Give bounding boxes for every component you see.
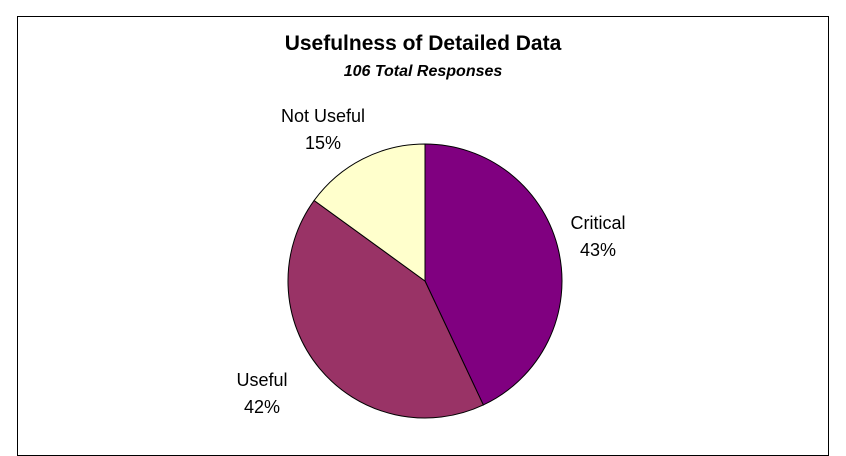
pie-slice-useful [287,199,484,419]
pie-slice-critical [424,143,563,406]
slice-label-critical: Critical [570,213,625,233]
slice-percent-critical: 43% [580,240,616,260]
slice-label-not-useful: Not Useful [281,106,365,126]
slice-percent-useful: 42% [244,397,280,417]
chart-subtitle: 106 Total Responses [343,63,503,80]
slice-percent-not-useful: 15% [305,133,341,153]
pie-slice-not-useful [313,143,426,282]
chart-title: Usefulness of Detailed Data [284,32,562,55]
slice-label-useful: Useful [236,370,287,390]
pie-labels: Critical 43% Useful 42% Not Useful 15% [236,106,625,417]
pie-slices [287,143,563,419]
